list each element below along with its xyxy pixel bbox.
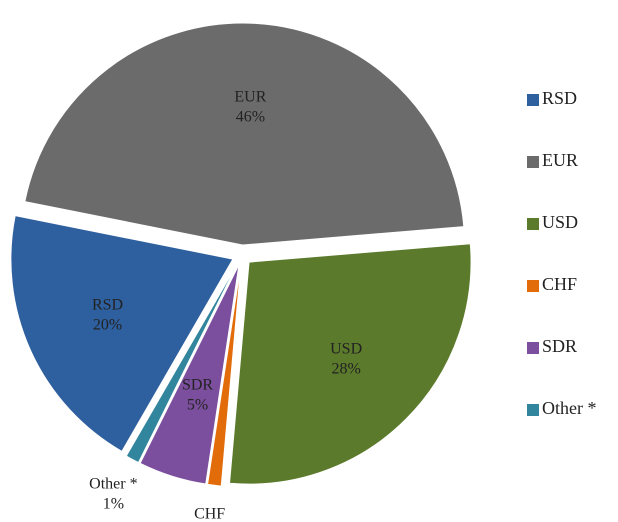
legend-label: EUR [542, 150, 578, 170]
pie-slice [228, 243, 472, 485]
slice-label-name: SDR [182, 376, 213, 393]
slice-label-name: USD [330, 340, 362, 357]
pie-slice [10, 215, 234, 453]
legend-label: CHF [542, 274, 577, 294]
pie-slice [125, 263, 238, 464]
slice-label-value: 28% [331, 360, 360, 377]
slice-label-name: RSD [92, 297, 123, 314]
legend-swatch [527, 94, 539, 106]
slice-label-name: CHF [194, 506, 225, 522]
legend-swatch [527, 280, 539, 292]
slice-label-name: EUR [234, 88, 266, 105]
pie-slice [139, 264, 240, 485]
slice-label-name: Other * [89, 475, 137, 492]
legend-label: SDR [542, 336, 577, 356]
legend-swatch [527, 404, 539, 416]
legend-label: USD [542, 212, 578, 232]
legend-swatch [527, 342, 539, 354]
slice-label-value: 5% [187, 396, 208, 413]
legend-swatch [527, 218, 539, 230]
legend-label: RSD [542, 88, 577, 108]
pie-slice [206, 264, 242, 487]
slice-label-value: 1% [103, 495, 124, 512]
slice-label-value: 46% [236, 108, 265, 125]
pie-slice [24, 22, 465, 246]
slice-label-value: 20% [93, 317, 122, 334]
legend-swatch [527, 156, 539, 168]
legend-label: Other * [542, 398, 596, 418]
